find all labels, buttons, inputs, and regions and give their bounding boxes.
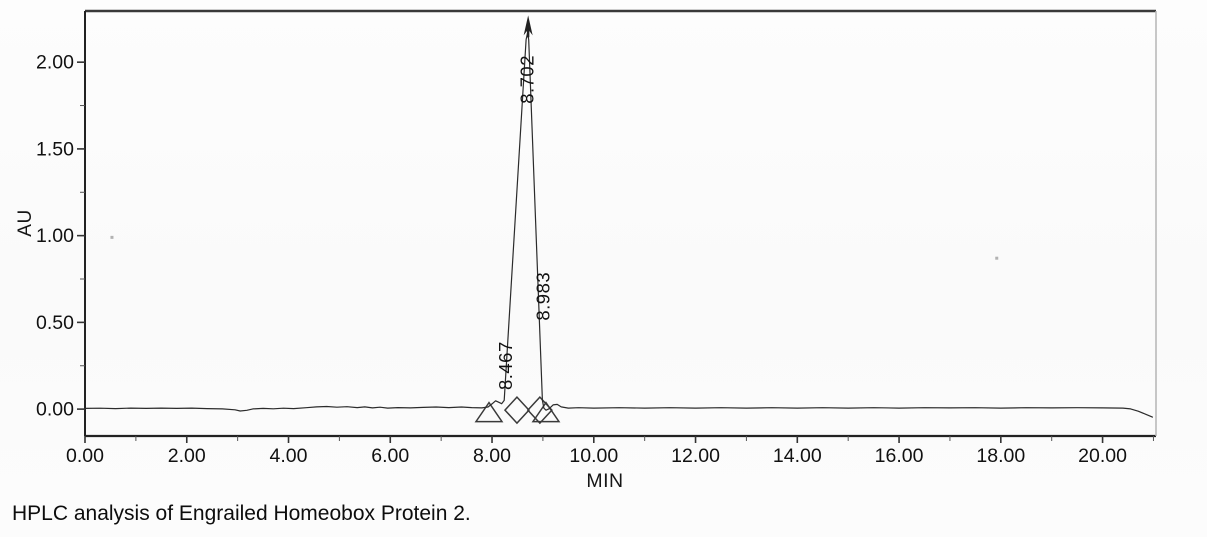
integration-marker-triangle-icon [474,401,504,423]
x-axis-title: MIN [586,470,624,492]
x-tick-label: 6.00 [371,445,409,467]
figure-caption: HPLC analysis of Engrailed Homeobox Prot… [12,502,471,525]
integration-marker-diamond-icon [526,396,553,425]
x-tick-label: 14.00 [773,445,822,467]
x-tick-label: 8.00 [473,445,511,467]
x-tick-label: 16.00 [875,445,924,467]
y-tick-label: 2.00 [36,52,74,74]
x-tick-label: 10.00 [569,445,618,467]
y-tick-label: 1.00 [36,225,74,247]
x-tick-label: 4.00 [270,445,308,467]
y-tick-label: 0.00 [36,399,74,421]
peak-retention-label: 8.702 [517,55,538,104]
scan-speck [110,235,114,239]
scan-speck [995,256,999,260]
x-tick-label: 18.00 [976,445,1025,467]
x-tick-label: 0.00 [66,445,104,467]
chromatogram-trace [84,32,1154,418]
y-tick-label: 1.50 [36,138,74,160]
y-tick-label: 0.50 [36,312,74,334]
peak-retention-label: 8.983 [533,272,554,321]
peak-apex-arrow-icon [523,15,533,36]
peak-retention-label: 8.467 [495,341,516,390]
integration-marker-diamond-icon [503,396,530,425]
x-tick-label: 12.00 [671,445,720,467]
y-axis-title: AU [15,209,36,237]
x-tick-label: 2.00 [168,445,206,467]
integration-marker-triangle-icon [531,401,561,423]
x-tick-label: 20.00 [1078,445,1127,467]
